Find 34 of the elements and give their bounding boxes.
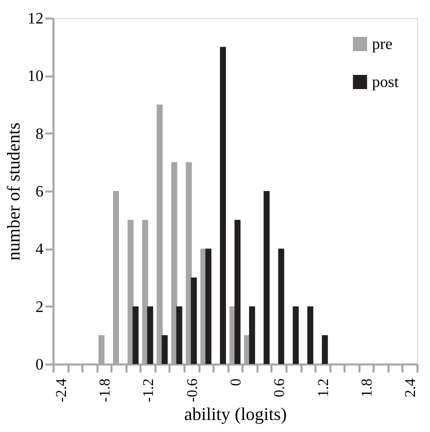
x-tick-label: -1.8: [97, 378, 114, 402]
bar: [205, 248, 212, 364]
bar: [264, 191, 270, 364]
bar: [220, 46, 226, 364]
bar: [147, 306, 154, 364]
x-tick-label: -0.6: [184, 378, 201, 402]
bar: [278, 248, 284, 364]
y-axis-title: number of students: [4, 122, 24, 260]
y-tick-label: 0: [36, 356, 44, 374]
bar: [307, 306, 314, 364]
legend-label: pre: [372, 36, 392, 53]
bar: [249, 306, 256, 364]
y-tick-label: 6: [36, 184, 44, 200]
x-tick-label: -2.4: [54, 378, 70, 402]
x-tick-label: 2.4: [403, 378, 420, 398]
y-tick-label: 2: [36, 298, 44, 316]
x-tick-label: 1.8: [360, 378, 376, 398]
x-tick-label: -1.2: [141, 378, 158, 402]
bar: [322, 335, 328, 364]
x-tick-label: 1.2: [316, 378, 332, 398]
bar: [190, 278, 197, 364]
y-tick-label: 4: [36, 241, 44, 258]
bar: [234, 220, 241, 364]
y-tick-label: 10: [28, 68, 44, 86]
x-axis-title: ability (logits): [184, 404, 287, 424]
y-tick-label: 8: [36, 126, 44, 143]
x-tick-label: 0: [228, 378, 244, 386]
y-tick-label: 12: [28, 10, 44, 28]
bar: [162, 335, 168, 364]
x-tick-label: 0.6: [272, 378, 288, 398]
bar: [292, 306, 299, 364]
bar: [176, 306, 182, 364]
bar: [132, 306, 139, 364]
legend-label: post: [372, 74, 400, 91]
